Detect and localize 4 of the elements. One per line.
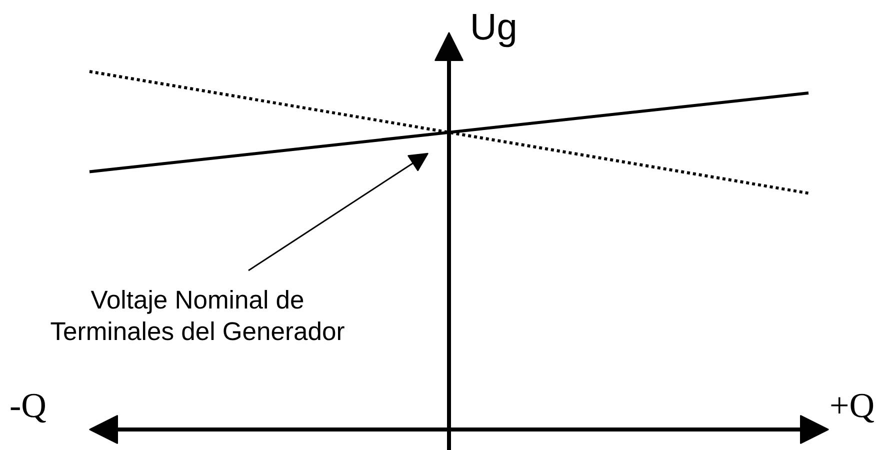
text: -Q bbox=[10, 386, 46, 425]
y-axis-title: Ug bbox=[470, 6, 518, 48]
annotation: Voltaje Nominal de Terminales del Generador bbox=[50, 286, 346, 346]
text: +Q bbox=[830, 386, 875, 425]
